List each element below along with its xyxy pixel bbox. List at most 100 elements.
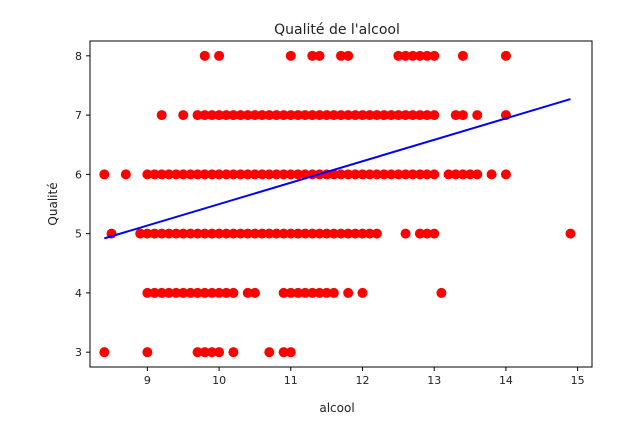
data-point <box>221 228 232 239</box>
data-point <box>199 347 210 358</box>
data-point <box>450 110 461 121</box>
data-point <box>257 110 268 121</box>
data-point <box>285 50 296 61</box>
data-point <box>328 110 339 121</box>
data-point <box>343 287 354 298</box>
data-point <box>357 228 368 239</box>
y-tick-label: 8 <box>75 50 82 63</box>
data-point <box>336 228 346 239</box>
data-point <box>343 228 354 239</box>
data-point <box>465 169 476 180</box>
data-point <box>300 287 311 298</box>
data-point <box>178 169 189 180</box>
y-tick-label: 3 <box>75 346 82 359</box>
data-point <box>206 287 217 298</box>
data-point <box>149 287 160 298</box>
data-point <box>314 50 325 61</box>
data-point <box>192 169 203 180</box>
data-point <box>178 287 189 298</box>
data-point <box>379 110 390 121</box>
regression-line <box>104 98 571 240</box>
data-point <box>249 228 260 239</box>
data-point <box>249 169 260 180</box>
y-tick-label: 6 <box>75 168 82 181</box>
data-point <box>235 110 246 121</box>
data-point <box>271 228 282 239</box>
data-point <box>321 110 332 121</box>
data-point <box>300 110 311 121</box>
data-point <box>336 169 346 180</box>
data-point <box>407 110 418 121</box>
data-point <box>142 347 153 358</box>
data-point <box>350 228 361 239</box>
data-point <box>257 169 268 180</box>
data-point <box>228 110 239 121</box>
data-point <box>364 228 375 239</box>
data-point <box>264 347 275 358</box>
plot-frame <box>89 40 593 368</box>
data-point <box>314 228 325 239</box>
data-point <box>192 347 203 358</box>
data-point <box>314 287 325 298</box>
data-point <box>350 110 361 121</box>
data-point <box>264 228 275 239</box>
data-point <box>343 50 354 61</box>
data-point <box>228 169 239 180</box>
data-point <box>278 287 289 298</box>
data-point <box>414 169 425 180</box>
data-point <box>400 169 411 180</box>
data-point <box>285 169 296 180</box>
data-point <box>371 110 382 121</box>
data-point <box>149 169 160 180</box>
data-point <box>249 110 260 121</box>
data-point <box>414 110 425 121</box>
data-point <box>171 287 182 298</box>
data-point <box>350 169 361 180</box>
data-point <box>307 110 318 121</box>
data-point <box>422 50 433 61</box>
data-point <box>307 228 318 239</box>
data-point <box>328 287 339 298</box>
data-point <box>214 228 225 239</box>
data-point <box>228 347 239 358</box>
data-point <box>400 228 411 239</box>
data-point <box>443 169 454 180</box>
data-point <box>199 50 210 61</box>
data-point <box>500 169 511 180</box>
data-point <box>343 110 354 121</box>
data-point <box>343 169 354 180</box>
x-axis-label: alcool <box>319 401 354 415</box>
y-tick-label: 5 <box>75 228 82 241</box>
data-point <box>221 287 232 298</box>
data-point <box>199 110 210 121</box>
data-point <box>336 50 346 61</box>
x-tick-label: 11 <box>284 374 298 387</box>
data-point <box>285 228 296 239</box>
data-point <box>429 169 440 180</box>
data-point <box>457 169 468 180</box>
data-point <box>178 228 189 239</box>
y-tick-label: 4 <box>75 287 82 300</box>
data-point <box>221 110 232 121</box>
data-point <box>386 169 397 180</box>
data-point <box>149 228 160 239</box>
data-point <box>379 169 390 180</box>
data-point <box>185 169 196 180</box>
data-point <box>185 228 196 239</box>
data-point <box>357 287 368 298</box>
data-point <box>486 169 497 180</box>
x-axis: 9 10 11 12 13 14 15 <box>144 367 585 387</box>
data-point <box>214 50 225 61</box>
data-point <box>228 287 239 298</box>
data-point <box>292 287 303 298</box>
x-tick-label: 13 <box>427 374 441 387</box>
data-point <box>371 228 382 239</box>
data-point <box>99 347 110 358</box>
data-point <box>171 169 182 180</box>
data-point <box>264 169 275 180</box>
data-point <box>214 287 225 298</box>
data-point <box>99 169 110 180</box>
data-point <box>199 169 210 180</box>
data-point <box>407 169 418 180</box>
data-point <box>357 169 368 180</box>
